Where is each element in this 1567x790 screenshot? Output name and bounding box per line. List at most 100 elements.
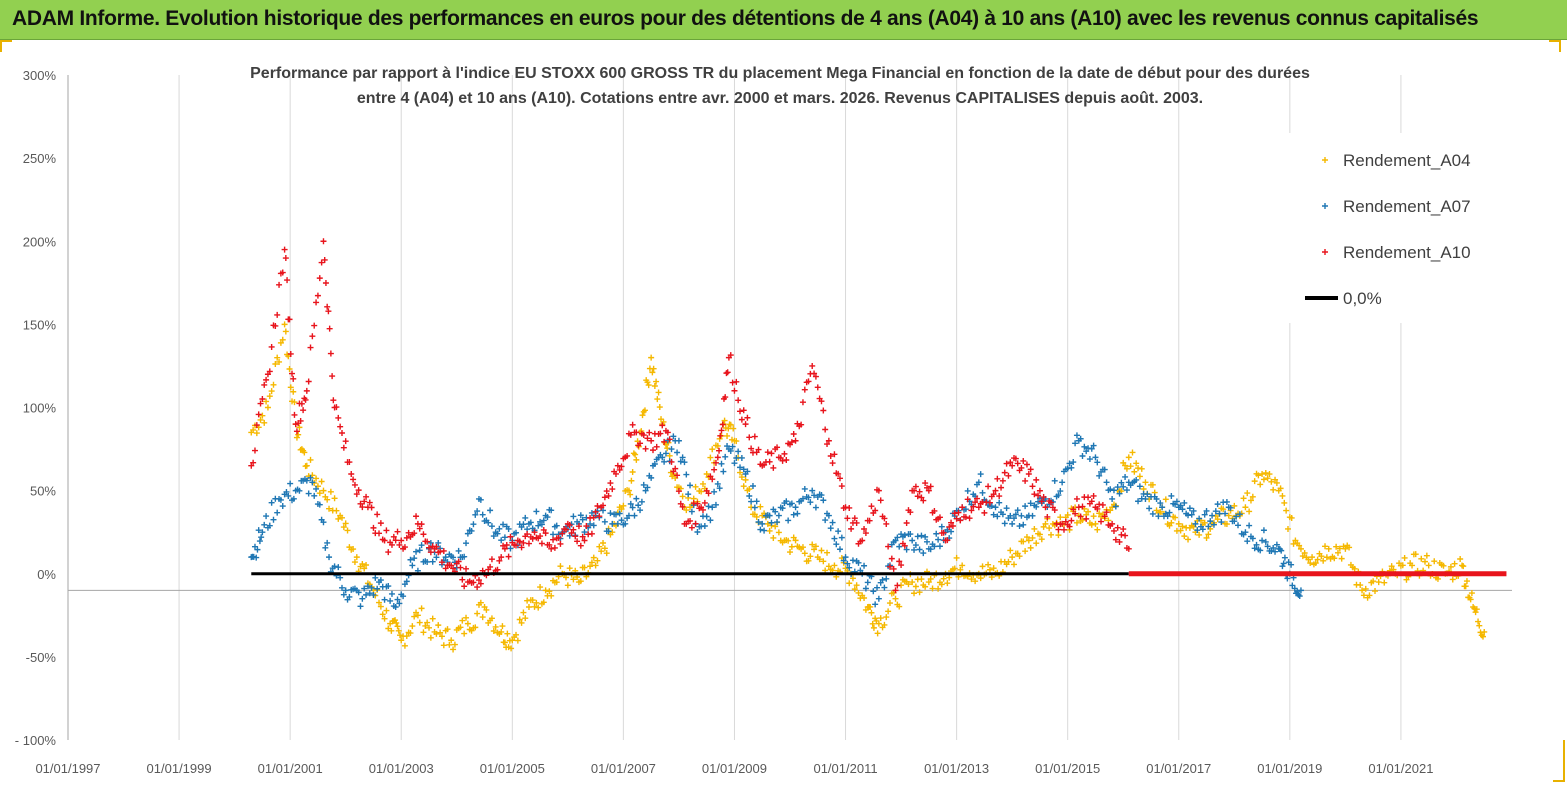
series-rendement-a10-point bbox=[1029, 483, 1036, 490]
series-rendement-a10-point bbox=[986, 499, 993, 506]
series-rendement-a04-point bbox=[1255, 472, 1262, 479]
series-rendement-a04-point bbox=[787, 549, 793, 556]
series-rendement-a04-point bbox=[477, 599, 484, 606]
series-rendement-a07-point bbox=[720, 468, 727, 475]
y-tick-labels: 300% 250% 200% 150% 100% 50% 0% -50% - 100% bbox=[15, 68, 57, 748]
series-rendement-a04-point bbox=[379, 611, 386, 618]
series-rendement-a07-point bbox=[849, 557, 856, 564]
series-rendement-a07-point bbox=[372, 574, 379, 581]
series-rendement-a10-point bbox=[716, 447, 723, 454]
series-rendement-a04-point bbox=[909, 579, 916, 586]
series-rendement-a04-point bbox=[603, 550, 610, 557]
series-rendement-a10-point bbox=[279, 269, 286, 276]
series-rendement-a07-point bbox=[1114, 484, 1121, 491]
series-rendement-a10-point bbox=[307, 344, 314, 351]
series-rendement-a04-point bbox=[911, 590, 918, 597]
series-rendement-a04-point bbox=[1301, 549, 1308, 556]
series-rendement-a04-point bbox=[1127, 463, 1134, 470]
series-rendement-a07-point bbox=[870, 588, 877, 595]
series-rendement-a10-point bbox=[1114, 524, 1121, 531]
series-rendement-a10-point bbox=[712, 459, 719, 466]
series-rendement-a07-point bbox=[864, 579, 871, 586]
series-rendement-a04-point bbox=[293, 434, 300, 441]
series-rendement-a04-point bbox=[812, 543, 819, 550]
series-rendement-a07-point bbox=[1260, 527, 1267, 534]
series-rendement-a04-point bbox=[581, 564, 588, 571]
series-rendement-a04-point bbox=[1162, 496, 1169, 503]
series-rendement-a04-point bbox=[1403, 576, 1410, 583]
series-rendement-a07-point bbox=[1092, 454, 1099, 461]
series-rendement-a10-point bbox=[309, 333, 316, 340]
series-rendement-a04-point bbox=[1048, 531, 1055, 538]
series-rendement-a10-point bbox=[783, 456, 790, 463]
series-rendement-a04-point bbox=[870, 624, 877, 631]
series-rendement-a10-point bbox=[588, 530, 595, 537]
series-rendement-a04-point bbox=[811, 546, 818, 553]
series-rendement-a07-point bbox=[861, 562, 868, 569]
series-rendement-a07-point bbox=[709, 504, 716, 511]
series-rendement-a04-point bbox=[883, 614, 890, 621]
series-rendement-a07-point bbox=[724, 443, 731, 450]
series-rendement-a07-point bbox=[1199, 526, 1206, 533]
series-rendement-a04-point bbox=[853, 582, 860, 589]
series-rendement-a10-point bbox=[842, 504, 849, 511]
series-rendement-a04-point bbox=[435, 622, 442, 629]
series-rendement-a10-point bbox=[579, 533, 586, 540]
y-tick-label: 150% bbox=[23, 317, 57, 332]
series-rendement-a04-point bbox=[699, 480, 706, 487]
series-rendement-a04-point bbox=[344, 527, 351, 534]
series-rendement-a04-point bbox=[259, 412, 266, 419]
series-rendement-a04-point bbox=[525, 604, 532, 610]
series-rendement-a10-point bbox=[627, 431, 634, 438]
series-rendement-a04-point bbox=[1270, 486, 1277, 493]
series-rendement-a04-point bbox=[451, 641, 458, 648]
series-rendement-a07-point bbox=[396, 600, 403, 607]
series-rendement-a10-point bbox=[551, 544, 558, 551]
series-rendement-a10-point bbox=[885, 543, 892, 550]
series-rendement-a07-point bbox=[283, 488, 290, 495]
series-rendement-a10-point bbox=[592, 508, 599, 515]
series-rendement-a04-point bbox=[381, 615, 388, 622]
series-rendement-a10-point bbox=[253, 422, 260, 429]
data-series bbox=[248, 238, 1507, 653]
series-rendement-a07-point bbox=[1264, 543, 1271, 550]
series-rendement-a10-point bbox=[1125, 545, 1132, 552]
series-rendement-a10-point bbox=[1070, 506, 1077, 513]
series-rendement-a04-point bbox=[757, 503, 764, 510]
series-rendement-a07-point bbox=[907, 531, 914, 538]
series-rendement-a07-point bbox=[761, 527, 768, 534]
series-rendement-a04-point bbox=[1090, 513, 1097, 520]
series-rendement-a07-point bbox=[544, 514, 551, 521]
series-rendement-a04-point bbox=[1157, 508, 1164, 515]
series-rendement-a07-point bbox=[1146, 505, 1153, 512]
series-rendement-a07-point bbox=[1090, 442, 1097, 449]
series-rendement-a10-point bbox=[644, 435, 651, 442]
series-rendement-a07-point bbox=[1172, 501, 1179, 508]
series-rendement-a10-point bbox=[266, 368, 273, 375]
series-rendement-a04-point bbox=[1205, 531, 1212, 538]
series-rendement-a04-point bbox=[307, 456, 314, 463]
series-rendement-a07-point bbox=[1107, 486, 1114, 493]
series-rendement-a07-point bbox=[733, 454, 740, 461]
series-rendement-a07-point bbox=[500, 521, 507, 528]
series-rendement-a07-point bbox=[309, 479, 316, 486]
series-rendement-a04-point bbox=[531, 603, 538, 610]
series-rendement-a07-point bbox=[1059, 479, 1066, 486]
series-rendement-a07-point bbox=[836, 546, 843, 553]
series-rendement-a04-point bbox=[459, 617, 466, 624]
series-rendement-a10-point bbox=[433, 543, 440, 550]
series-rendement-a07-point bbox=[872, 601, 879, 608]
series-rendement-a10-point bbox=[388, 541, 395, 548]
series-rendement-a10-point bbox=[368, 504, 375, 511]
series-rendement-a04-point bbox=[1305, 556, 1312, 563]
series-rendement-a04-point bbox=[644, 379, 651, 386]
series-rendement-a07-point bbox=[631, 512, 638, 519]
series-rendement-a07-point bbox=[1179, 506, 1186, 513]
series-rendement-a10-point bbox=[291, 411, 298, 418]
series-rendement-a07-point bbox=[377, 577, 384, 584]
series-rendement-a04-point bbox=[824, 549, 831, 556]
series-rendement-a07-point bbox=[988, 503, 995, 510]
x-tick-label: 01/01/2005 bbox=[480, 761, 545, 776]
series-rendement-a07-point bbox=[644, 484, 651, 491]
series-rendement-a07-point bbox=[1123, 487, 1130, 494]
